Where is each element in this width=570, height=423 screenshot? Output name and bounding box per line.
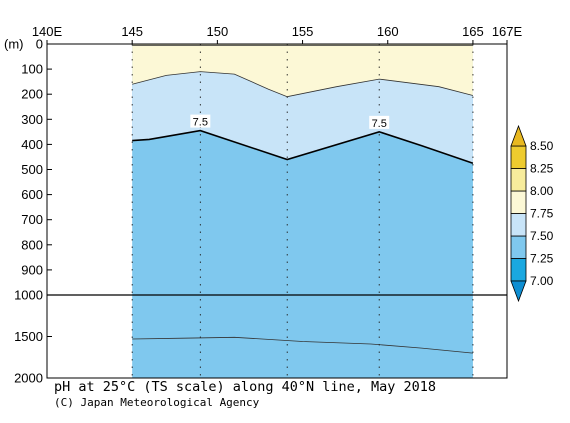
contour-7.25-deep: [132, 336, 473, 354]
colorbar-low-cap: [510, 280, 527, 303]
chart-credit: (C) Japan Meteorological Agency: [54, 396, 260, 409]
chart-caption: pH at 25°C (TS scale) along 40°N line, M…: [54, 379, 437, 395]
y-tick-label: 400: [21, 137, 43, 152]
fill-7.75-8.00: [132, 44, 473, 97]
colorbar-swatch: [510, 213, 527, 237]
y-tick-label: 900: [21, 262, 43, 277]
y-tick-label: 700: [21, 212, 43, 227]
y-tick-label: 1500: [14, 329, 43, 344]
contour-label: 7.5: [193, 117, 208, 129]
x-tick-label: 160: [377, 24, 399, 39]
x-tick-label: 145: [121, 24, 143, 39]
y-tick-label: 0: [36, 37, 43, 52]
colorbar-swatch: [510, 145, 527, 169]
y-axis: 0 100 200 300 400 500 600 700 800 900 1000 1500 2000…: [4, 37, 52, 386]
colorbar-label: 8.00: [530, 184, 554, 198]
contour-7.50: [132, 129, 474, 164]
x-tick-label: 150: [207, 24, 229, 39]
x-tick-label: 167E: [492, 24, 523, 39]
colorbar-label: 7.00: [530, 274, 554, 288]
x-tick-label: 155: [292, 24, 314, 39]
contour-label-bg: [369, 115, 390, 129]
colorbar-label: 8.25: [530, 162, 554, 176]
colorbar-swatch: [510, 190, 527, 214]
y-tick-label: 300: [21, 112, 43, 127]
y-tick-label: 200: [21, 87, 43, 102]
station-markers: [131, 44, 474, 378]
x-tick-label: 165: [462, 24, 484, 39]
colorbar-swatch: [510, 235, 527, 259]
contour-label-bg: [190, 114, 211, 128]
colorbar-label: 7.50: [530, 229, 554, 243]
colorbar-swatch: [510, 258, 527, 282]
y-tick-label: 500: [21, 162, 43, 177]
contour-labels: 7.5 7.5: [190, 114, 390, 130]
x-tick-label: 140E: [32, 24, 63, 39]
y-tick-label: 100: [21, 62, 43, 77]
colorbar-label: 8.50: [530, 139, 554, 153]
y-tick-label: 600: [21, 187, 43, 202]
plot-frame: [46, 43, 508, 379]
y-tick-label: 800: [21, 237, 43, 252]
y-tick-label: 2000: [14, 371, 43, 386]
contour-7.75: [132, 71, 474, 98]
colorbar-swatch: [510, 168, 527, 192]
colorbar-high-cap: [510, 124, 527, 147]
contour-fill-layer: [132, 44, 473, 378]
colorbar-label: 7.75: [530, 207, 554, 221]
contour-line-layer: [132, 44, 474, 354]
colorbar-label: 7.25: [530, 252, 554, 266]
contour-label: 7.5: [372, 118, 387, 130]
y-axis-unit: (m): [4, 37, 24, 52]
axes-box: [46, 43, 508, 379]
x-axis: 140E 145 150 155 160 165 167E: [32, 24, 523, 44]
y-tick-label: 1000: [14, 288, 43, 303]
colorbar: 7.00 7.25 7.50 7.75 8.00 8.25 8.50: [510, 124, 554, 303]
